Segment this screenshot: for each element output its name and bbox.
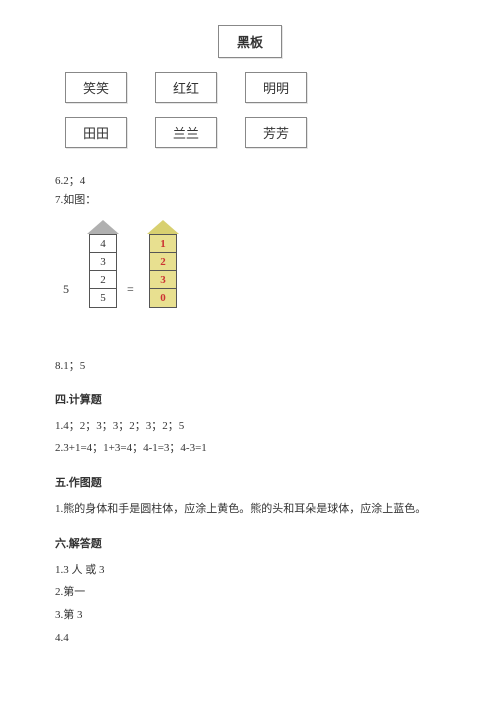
house-right: 1 2 3 0 [147, 220, 179, 308]
sec5-line1: 1.熊的身体和手是圆柱体，应涂上黄色。熊的头和耳朵是球体，应涂上蓝色。 [55, 500, 445, 519]
five-label: 5 [63, 282, 69, 297]
cell: 3 [150, 271, 176, 289]
left-cells: 4 3 2 5 [89, 234, 117, 308]
cell: 2 [90, 271, 116, 289]
sec4-line1: 1.4；2；3；3；2；3；2；5 [55, 417, 445, 436]
sec6-line2: 2.第一 [55, 583, 445, 602]
house-left: 4 3 2 5 [87, 220, 119, 308]
sec6-line3: 3.第 3 [55, 606, 445, 625]
cell: 1 [150, 235, 176, 253]
seat-box: 红红 [155, 72, 217, 103]
cell: 3 [90, 253, 116, 271]
cell: 4 [90, 235, 116, 253]
blackboard-box: 黑板 [218, 25, 282, 58]
sec6-line1: 1.3 人 或 3 [55, 561, 445, 580]
equals-label: = [127, 282, 134, 297]
seat-box: 田田 [65, 117, 127, 148]
seat-box: 芳芳 [245, 117, 307, 148]
seating-row-2: 田田 兰兰 芳芳 [55, 117, 445, 148]
answer-7-label: 7.如图： [55, 192, 445, 209]
seat-box: 笑笑 [65, 72, 127, 103]
cell: 5 [90, 289, 116, 307]
figure-7: 5 = 4 3 2 5 1 2 3 0 [55, 220, 445, 340]
seat-box: 明明 [245, 72, 307, 103]
roof-icon [87, 220, 119, 234]
seating-chart: 黑板 笑笑 红红 明明 田田 兰兰 芳芳 [55, 25, 445, 148]
answer-6: 6.2；4 [55, 173, 445, 190]
section-4-title: 四.计算题 [55, 391, 445, 407]
cell: 0 [150, 289, 176, 307]
cell: 2 [150, 253, 176, 271]
sec4-line2: 2.3+1=4；1+3=4；4-1=3；4-3=1 [55, 439, 445, 458]
roof-icon [147, 220, 179, 234]
seating-row-1: 笑笑 红红 明明 [55, 72, 445, 103]
section-6-title: 六.解答题 [55, 535, 445, 551]
sec6-line4: 4.4 [55, 629, 445, 648]
seating-row-top: 黑板 [55, 25, 445, 58]
right-cells: 1 2 3 0 [149, 234, 177, 308]
seat-box: 兰兰 [155, 117, 217, 148]
answer-8: 8.1；5 [55, 358, 445, 375]
section-5-title: 五.作图题 [55, 474, 445, 490]
